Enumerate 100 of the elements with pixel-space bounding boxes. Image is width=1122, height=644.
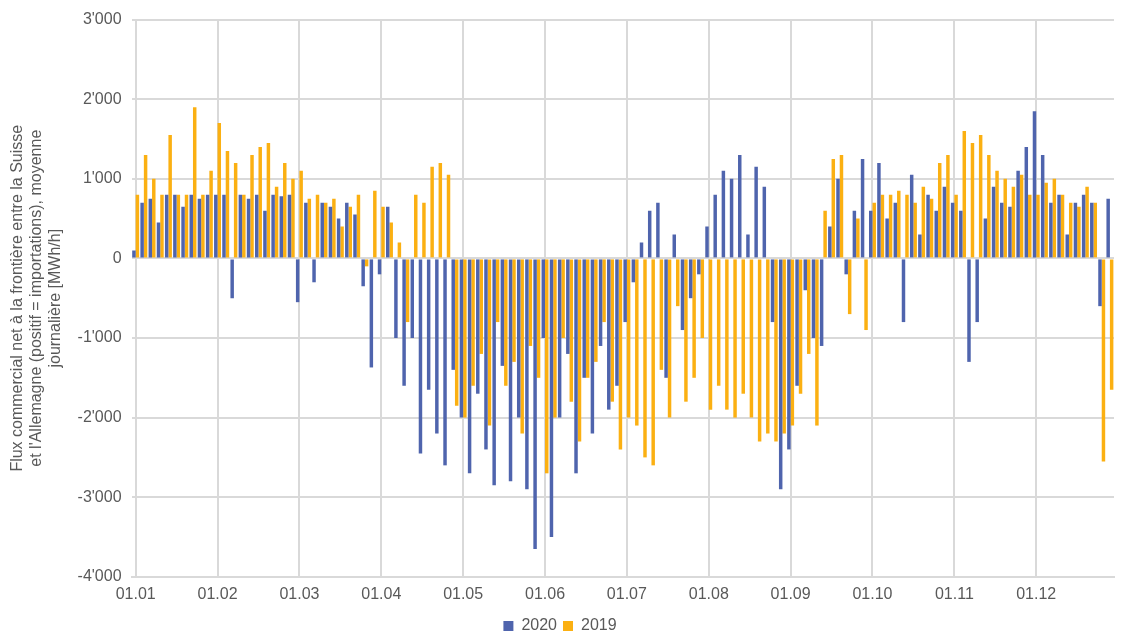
bar: [815, 259, 819, 426]
bar: [643, 259, 647, 458]
bar: [697, 259, 701, 275]
bar: [394, 259, 398, 338]
bar: [222, 194, 226, 258]
bar: [1106, 198, 1110, 258]
bar: [967, 259, 971, 362]
bar: [954, 194, 958, 258]
y-tick-label: 1'000: [82, 169, 122, 187]
bar: [877, 162, 881, 258]
bar: [795, 259, 799, 386]
bar: [230, 259, 234, 299]
y-tick-label: 3'000: [82, 10, 122, 28]
x-tick-label: 01.03: [279, 584, 320, 602]
bar: [353, 214, 357, 258]
bar: [451, 259, 455, 370]
bar: [651, 259, 655, 466]
bar: [520, 259, 524, 434]
bar: [1036, 194, 1040, 258]
bar: [525, 259, 529, 490]
bar: [905, 194, 909, 258]
bar: [741, 259, 745, 394]
bar: [299, 170, 303, 258]
bar: [754, 166, 758, 258]
bar: [1003, 178, 1007, 258]
bar: [291, 178, 295, 258]
y-tick-label: 2'000: [82, 89, 122, 107]
bar: [214, 194, 218, 258]
bar: [746, 234, 750, 258]
bar: [132, 250, 136, 258]
bar: [582, 259, 586, 378]
bar: [140, 202, 144, 258]
bar: [463, 259, 467, 418]
bar: [1065, 234, 1069, 258]
bar: [946, 154, 950, 258]
x-tick-label: 01.09: [770, 584, 811, 602]
bar: [705, 226, 709, 258]
bar: [987, 154, 991, 258]
y-tick-label: 0: [112, 248, 122, 266]
bar: [443, 259, 447, 466]
bar: [844, 259, 848, 275]
bar: [574, 259, 578, 474]
y-tick-label: -4'000: [77, 567, 122, 585]
bar: [1008, 206, 1012, 258]
bar: [271, 194, 275, 258]
bar: [856, 218, 860, 258]
bar: [381, 206, 385, 258]
bar: [168, 135, 172, 258]
bar: [1098, 259, 1102, 307]
bar: [975, 259, 979, 323]
bar: [414, 194, 418, 258]
x-tick-label: 01.04: [361, 584, 402, 602]
bar: [684, 259, 688, 402]
bar: [872, 202, 876, 258]
bar: [435, 259, 439, 434]
y-tick-label: -1'000: [77, 328, 122, 346]
x-tick-label: 01.02: [197, 584, 238, 602]
bar: [897, 190, 901, 258]
bar: [201, 194, 205, 258]
bar: [209, 170, 213, 258]
bar: [566, 259, 570, 354]
bar: [340, 226, 344, 258]
bar: [533, 259, 537, 549]
legend-label: 2020: [521, 616, 558, 634]
bar: [476, 259, 480, 394]
bar: [664, 259, 668, 378]
bar: [484, 259, 488, 450]
bar: [492, 259, 496, 486]
bar: [1085, 186, 1089, 258]
x-tick-label: 01.01: [115, 584, 156, 602]
bar: [320, 202, 324, 258]
bar: [713, 194, 717, 258]
bar: [823, 210, 827, 258]
y-axis-title: Flux commercial net à la frontière entre la Suisse et l'Allemagne (positif = importations), moyenne journalière [MWh/h]: [8, 124, 64, 472]
bar: [312, 259, 316, 283]
x-tick-label: 01.12: [1016, 584, 1057, 602]
bar: [656, 202, 660, 258]
bar: [471, 259, 475, 386]
x-tick-label: 01.08: [688, 584, 729, 602]
bar: [782, 259, 786, 434]
bar: [1016, 170, 1020, 258]
bar: [389, 222, 393, 258]
bar: [602, 259, 606, 323]
bar: [1028, 194, 1032, 258]
bar: [918, 234, 922, 258]
bar: [1057, 194, 1061, 258]
bar: [787, 259, 791, 450]
bar: [332, 198, 336, 258]
bar: [725, 259, 729, 410]
bar: [504, 259, 508, 386]
bar: [152, 178, 156, 258]
bar: [250, 154, 254, 258]
bar: [189, 194, 193, 258]
x-tick-label: 01.05: [443, 584, 484, 602]
bar: [615, 259, 619, 386]
bar: [422, 202, 426, 258]
x-tick-label: 01.10: [852, 584, 893, 602]
x-tick-label: 01.11: [934, 584, 974, 602]
bar: [913, 202, 917, 258]
bar: [173, 194, 177, 258]
